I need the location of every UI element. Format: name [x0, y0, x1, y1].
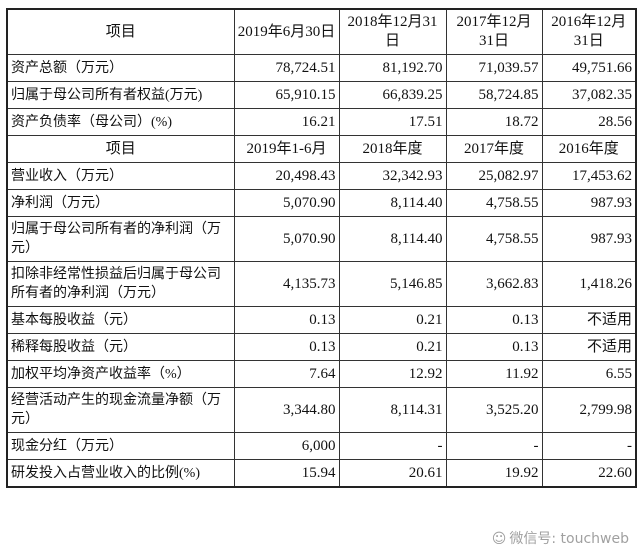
header-period: 2017年度 — [445, 135, 543, 163]
cell-value: 66,839.25 — [338, 81, 447, 109]
row-label: 扣除非经常性损益后归属于母公司所有者的净利润（万元） — [6, 261, 235, 307]
cell-value: 5,070.90 — [233, 189, 340, 217]
row-label: 基本每股收益（元） — [6, 306, 235, 334]
cell-value: 58,724.85 — [445, 81, 543, 109]
cell-value: 19.92 — [445, 459, 543, 488]
cell-value: 4,758.55 — [445, 189, 543, 217]
row-label: 归属于母公司所有者权益(万元) — [6, 81, 235, 109]
row-label: 资产总额（万元） — [6, 54, 235, 82]
cell-value: - — [338, 432, 447, 460]
cell-value: 0.21 — [338, 306, 447, 334]
cell-value: 987.93 — [541, 189, 637, 217]
cell-value: 0.13 — [233, 333, 340, 361]
cell-value: 20.61 — [338, 459, 447, 488]
header-item: 项目 — [6, 8, 235, 55]
header-row: 项目 2019年6月30日 2018年12月31日 2017年12月31日 2016年1… — [6, 8, 637, 55]
cell-value: 0.13 — [445, 333, 543, 361]
cell-value: 不适用 — [541, 333, 637, 361]
cell-value: 49,751.66 — [541, 54, 637, 82]
table-row: 资产负债率（母公司）(%) 16.21 17.51 18.72 28.56 — [6, 108, 637, 136]
row-label: 营业收入（万元） — [6, 162, 235, 190]
cell-value: 18.72 — [445, 108, 543, 136]
header-period: 2019年1-6月 — [233, 135, 340, 163]
cell-value: 2,799.98 — [541, 387, 637, 433]
header-period: 2016年12月31日 — [541, 8, 637, 55]
cell-value: 16.21 — [233, 108, 340, 136]
cell-value: 32,342.93 — [338, 162, 447, 190]
header-period: 2018年度 — [338, 135, 447, 163]
table-row: 归属于母公司所有者的净利润（万元） 5,070.90 8,114.40 4,758.5… — [6, 216, 637, 262]
cell-value: - — [541, 432, 637, 460]
table-row: 加权平均净资产收益率（%） 7.64 12.92 11.92 6.55 — [6, 360, 637, 388]
table-row: 扣除非经常性损益后归属于母公司所有者的净利润（万元） 4,135.73 5,146.… — [6, 261, 637, 307]
cell-value: 15.94 — [233, 459, 340, 488]
header-item: 项目 — [6, 135, 235, 163]
cell-value: 3,525.20 — [445, 387, 543, 433]
row-label: 归属于母公司所有者的净利润（万元） — [6, 216, 235, 262]
header-period: 2016年度 — [541, 135, 637, 163]
header-period: 2017年12月31日 — [445, 8, 543, 55]
cell-value: 20,498.43 — [233, 162, 340, 190]
table-row: 研发投入占营业收入的比例(%) 15.94 20.61 19.92 22.60 — [6, 459, 637, 488]
cell-value: 3,344.80 — [233, 387, 340, 433]
row-label: 现金分红（万元） — [6, 432, 235, 460]
cell-value: 6,000 — [233, 432, 340, 460]
cell-value: 78,724.51 — [233, 54, 340, 82]
cell-value: 12.92 — [338, 360, 447, 388]
table-row: 现金分红（万元） 6,000- - - — [6, 432, 637, 460]
cell-value: - — [445, 432, 543, 460]
cell-value: 17,453.62 — [541, 162, 637, 190]
cell-value: 0.13 — [445, 306, 543, 334]
cell-value: 8,114.31 — [338, 387, 447, 433]
table-row: 营业收入（万元） 20,498.43 32,342.93 25,082.97 17,45… — [6, 162, 637, 190]
wechat-icon: ☺ — [491, 531, 507, 547]
row-label: 经营活动产生的现金流量净额（万元） — [6, 387, 235, 433]
row-label: 加权平均净资产收益率（%） — [6, 360, 235, 388]
row-label: 研发投入占营业收入的比例(%) — [6, 459, 235, 488]
cell-value: 81,192.70 — [338, 54, 447, 82]
cell-value: 7.64 — [233, 360, 340, 388]
cell-value: 987.93 — [541, 216, 637, 262]
cell-value: 5,070.90 — [233, 216, 340, 262]
financial-summary-table: 项目 2019年6月30日 2018年12月31日 2017年12月31日 2016年1… — [6, 8, 637, 488]
header-row: 项目 2019年1-6月 2018年度 2017年度 2016年度 — [6, 135, 637, 163]
row-label: 净利润（万元） — [6, 189, 235, 217]
table-row: 稀释每股收益（元） 0.13 0.21 0.13 不适用 — [6, 333, 637, 361]
cell-value: 71,039.57 — [445, 54, 543, 82]
header-period: 2018年12月31日 — [338, 8, 447, 55]
table-row: 经营活动产生的现金流量净额（万元） 3,344.80 8,114.31 3,525.2… — [6, 387, 637, 433]
table-row: 净利润（万元） 5,070.90 8,114.40 4,758.55 987.93 — [6, 189, 637, 217]
cell-value: 37,082.35 — [541, 81, 637, 109]
cell-value: 11.92 — [445, 360, 543, 388]
cell-value: 3,662.83 — [445, 261, 543, 307]
row-label: 稀释每股收益（元） — [6, 333, 235, 361]
row-label: 资产负债率（母公司）(%) — [6, 108, 235, 136]
cell-value: 0.13 — [233, 306, 340, 334]
cell-value: 25,082.97 — [445, 162, 543, 190]
cell-value: 22.60 — [541, 459, 637, 488]
table-row: 资产总额（万元） 78,724.51 81,192.70 71,039.57 49,75… — [6, 54, 637, 82]
table-row: 基本每股收益（元） 0.13 0.21 0.13 不适用 — [6, 306, 637, 334]
cell-value: 4,758.55 — [445, 216, 543, 262]
cell-value: 17.51 — [338, 108, 447, 136]
cell-value: 28.56 — [541, 108, 637, 136]
cell-value: 0.21 — [338, 333, 447, 361]
watermark-text: 微信号: touchweb — [509, 531, 629, 547]
cell-value: 8,114.40 — [338, 216, 447, 262]
cell-value: 6.55 — [541, 360, 637, 388]
cell-value: 65,910.15 — [233, 81, 340, 109]
cell-value: 不适用 — [541, 306, 637, 334]
cell-value: 5,146.85 — [338, 261, 447, 307]
table-row: 归属于母公司所有者权益(万元) 65,910.15 66,839.25 58,724.… — [6, 81, 637, 109]
watermark: ☺ 微信号: touchweb — [492, 530, 632, 548]
cell-value: 1,418.26 — [541, 261, 637, 307]
cell-value: 8,114.40 — [338, 189, 447, 217]
cell-value: 4,135.73 — [233, 261, 340, 307]
header-period: 2019年6月30日 — [233, 8, 340, 55]
